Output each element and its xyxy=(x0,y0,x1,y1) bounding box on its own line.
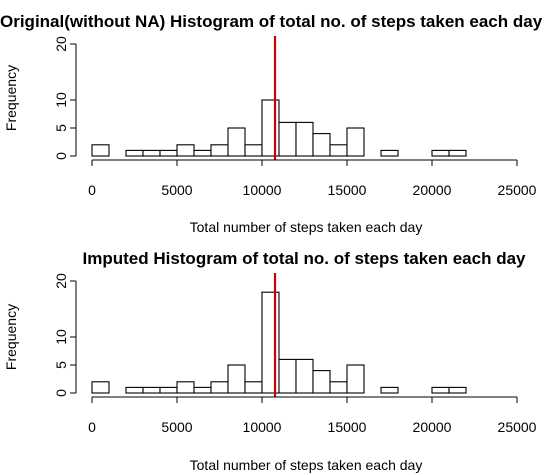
chart-2-y-tick-label-2: 5 xyxy=(53,361,69,369)
chart-2-bar-16 xyxy=(346,364,365,394)
chart-1-bar-15 xyxy=(329,144,348,157)
chart-1-x-tick-label-5: 20000 xyxy=(413,182,452,198)
chart-1-bar-6 xyxy=(176,144,195,157)
chart-1-x-tick-label-2: 5000 xyxy=(161,182,192,198)
chart-1-bar-13 xyxy=(295,121,314,157)
chart-1-bar-10 xyxy=(244,144,263,157)
chart-2-bar-18 xyxy=(380,386,399,394)
chart-2-bar-14 xyxy=(312,370,331,394)
chart-2-bar-11 xyxy=(261,291,280,394)
chart-1-y-axis-label: Frequency xyxy=(3,65,19,131)
chart-1-title: Original(without NA) Histogram of total … xyxy=(0,12,543,31)
chart-1-x-tick-label-4: 15000 xyxy=(328,182,367,198)
chart-2-bar-13 xyxy=(295,358,314,394)
chart-2-title: Imputed Histogram of total no. of steps … xyxy=(82,249,526,268)
chart-1-y-tick-label-2: 5 xyxy=(53,124,69,132)
chart-1-bar-11 xyxy=(261,99,280,157)
chart-2-bar-6 xyxy=(176,381,195,394)
chart-1-bar-12 xyxy=(278,121,297,157)
chart-2-x-tick-label-1: 0 xyxy=(88,419,96,435)
chart-2-bar-1 xyxy=(91,381,110,394)
chart-1-y-tick-label-1: 0 xyxy=(53,152,69,160)
chart-1-bar-5 xyxy=(159,149,178,157)
chart-2-bar-9 xyxy=(227,364,246,394)
chart-1-bar-21 xyxy=(431,149,450,157)
chart-1-bar-22 xyxy=(448,149,467,157)
chart-2-y-tick-label-4: 20 xyxy=(53,273,69,289)
chart-2-bar-22 xyxy=(448,386,467,394)
chart-1-y-tick-label-3: 10 xyxy=(53,92,69,108)
chart-2-y-tick-label-3: 10 xyxy=(53,329,69,345)
chart-2-bar-21 xyxy=(431,386,450,394)
chart-2-bar-7 xyxy=(193,386,212,394)
chart-1-y-tick-label-4: 20 xyxy=(53,36,69,52)
chart-1-bar-3 xyxy=(125,149,144,157)
chart-1-x-tick-label-1: 0 xyxy=(88,182,96,198)
chart-1-x-axis-label: Total number of steps taken each day xyxy=(190,219,423,235)
chart-1-bar-16 xyxy=(346,127,365,157)
chart-1-bar-4 xyxy=(142,149,161,157)
chart-1-bar-18 xyxy=(380,149,399,157)
chart-2-x-tick-label-4: 15000 xyxy=(328,419,367,435)
chart-2-bar-8 xyxy=(210,381,229,394)
chart-2-y-axis-label: Frequency xyxy=(3,304,19,370)
chart-1-bar-9 xyxy=(227,127,246,157)
chart-1-bar-7 xyxy=(193,149,212,157)
chart-2-bar-5 xyxy=(159,386,178,394)
chart-2-x-tick-label-6: 25000 xyxy=(498,419,537,435)
chart-2-x-tick-label-5: 20000 xyxy=(413,419,452,435)
chart-2-bar-4 xyxy=(142,386,161,394)
chart-2-bar-3 xyxy=(125,386,144,394)
chart-1-bar-1 xyxy=(91,144,110,157)
chart-1-x-tick-label-6: 25000 xyxy=(498,182,537,198)
chart-2-x-tick-label-3: 10000 xyxy=(243,419,282,435)
chart-1-bar-14 xyxy=(312,133,331,157)
chart-2-x-tick-label-2: 5000 xyxy=(161,419,192,435)
chart-2-bar-10 xyxy=(244,381,263,394)
chart-2-bar-15 xyxy=(329,381,348,394)
chart-2-bar-12 xyxy=(278,358,297,394)
chart-2-x-axis-label: Total number of steps taken each day xyxy=(190,457,423,473)
chart-2-y-tick-label-1: 0 xyxy=(53,389,69,397)
chart-1-x-tick-label-3: 10000 xyxy=(243,182,282,198)
chart-1-bar-8 xyxy=(210,144,229,157)
